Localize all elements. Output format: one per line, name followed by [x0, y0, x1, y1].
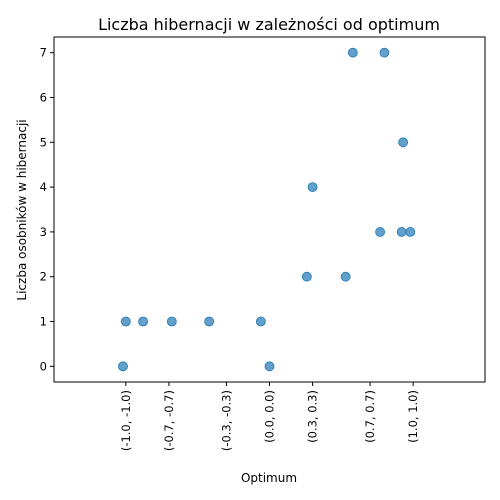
plot-frame	[53, 36, 486, 383]
y-tick-label: 0	[40, 359, 47, 373]
scatter-point	[398, 137, 409, 148]
x-axis-label: Optimum	[241, 471, 297, 485]
scatter-point	[120, 316, 131, 327]
scatter-point	[396, 227, 407, 237]
x-tick-label: (-0.7, -0.7)	[162, 390, 176, 451]
y-axis: 0 1 2 3 4 5 6 7	[40, 46, 54, 373]
scatter-point	[166, 316, 177, 327]
scatter-point	[138, 316, 148, 327]
scatter-point	[301, 271, 312, 282]
scatter-point	[347, 47, 358, 58]
y-tick-label: 7	[40, 46, 47, 60]
data-points	[118, 47, 416, 372]
chart-title: Liczba hibernacji w zależności od optimu…	[98, 15, 440, 34]
x-tick-label: (-1.0, -1.0)	[119, 390, 133, 451]
y-tick-label: 6	[40, 90, 47, 104]
scatter-point	[118, 361, 128, 372]
y-tick-label: 2	[40, 270, 47, 284]
scatter-point	[307, 182, 318, 192]
scatter-point	[204, 316, 215, 327]
scatter-point	[375, 227, 386, 237]
scatter-point	[405, 227, 416, 237]
y-tick-label: 1	[40, 315, 47, 329]
x-axis: (-1.0, -1.0) (-0.7, -0.7) (-0.3, -0.3) (0.0…	[119, 382, 420, 451]
y-axis-label: Liczba osobników w hibernacji	[15, 119, 29, 300]
x-tick-label: (1.0, 1.0)	[406, 390, 420, 443]
x-tick-label: (0.3, 0.3)	[306, 390, 320, 443]
y-tick-label: 3	[40, 225, 47, 239]
x-tick-label: (-0.3, -0.3)	[219, 390, 233, 451]
scatter-point	[379, 47, 390, 58]
x-tick-label: (0.0, 0.0)	[263, 390, 277, 443]
scatter-point	[340, 271, 351, 282]
x-tick-label: (0.7, 0.7)	[363, 390, 377, 443]
y-tick-label: 5	[40, 135, 47, 149]
scatter-point	[264, 361, 275, 372]
scatter-point	[255, 316, 266, 327]
y-tick-label: 4	[40, 180, 47, 194]
